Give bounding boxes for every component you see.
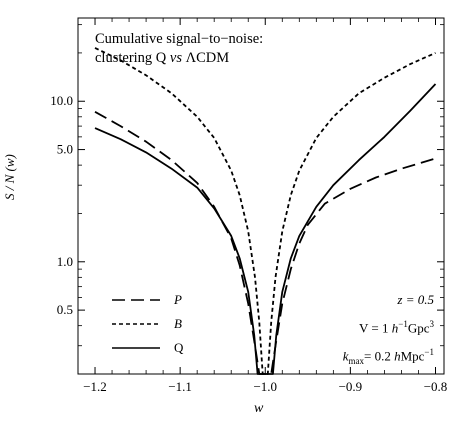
legend-item-p: P xyxy=(112,288,183,312)
axis-ticks: −1.2 −1.1 −1.0 −0.9 −0.8 0.5 1.0 5.0 10.0 xyxy=(50,18,447,394)
legend-swatch-b xyxy=(112,323,160,325)
legend: P B Q xyxy=(112,288,183,360)
kmax-unit: Mpc xyxy=(400,348,425,364)
kmax-mid: = 0.2 xyxy=(363,348,395,364)
kmax-exp: −1 xyxy=(424,347,434,358)
title-line2-pre: clustering Q xyxy=(95,50,170,66)
volume-unit: Gpc xyxy=(407,320,430,336)
title-line2-post: ΛCDM xyxy=(182,50,230,66)
legend-label-b: B xyxy=(174,316,182,331)
kmax-label: kmax= 0.2 hMpc−1 xyxy=(343,340,434,373)
x-tick-label-1: −1.1 xyxy=(168,379,192,394)
chart-title: Cumulative signal−to−noise: clustering Q… xyxy=(95,30,263,68)
y-tick-label-3: 10.0 xyxy=(50,93,73,108)
redshift-label: z = 0.5 xyxy=(343,288,434,312)
kmax-k: k xyxy=(342,348,349,364)
series-line-q xyxy=(94,83,437,375)
legend-label-q: Q xyxy=(174,340,184,355)
title-line2: clustering Q vs ΛCDM xyxy=(95,49,263,68)
y-tick-label-0: 0.5 xyxy=(57,302,73,317)
y-tick-label-1: 1.0 xyxy=(57,254,73,269)
redshift-text: z = 0.5 xyxy=(397,292,434,307)
title-line1: Cumulative signal−to−noise: xyxy=(95,31,264,47)
title-line2-em: vs xyxy=(169,50,182,66)
kmax-h: h xyxy=(394,348,401,364)
volume-h: h xyxy=(391,320,399,336)
volume-unit-exp: 3 xyxy=(429,319,435,329)
y-tick-label-2: 5.0 xyxy=(57,142,73,157)
kmax-sub: max xyxy=(348,356,364,367)
x-tick-label-0: −1.2 xyxy=(83,379,107,394)
x-tick-label-3: −0.9 xyxy=(339,379,363,394)
parameter-annotations: z = 0.5 V = 1 h−1Gpc3 kmax= 0.2 hMpc−1 xyxy=(343,288,434,373)
legend-swatch-q xyxy=(112,347,160,349)
x-tick-label-4: −0.8 xyxy=(424,379,448,394)
legend-item-q: Q xyxy=(112,336,183,360)
y-axis-label: S / N (w) xyxy=(2,154,17,200)
x-tick-label-2: −1.0 xyxy=(253,379,277,394)
volume-pre: V = 1 xyxy=(359,320,392,336)
series-group xyxy=(94,47,437,375)
legend-swatch-p xyxy=(112,299,160,301)
volume-label: V = 1 h−1Gpc3 xyxy=(343,312,434,340)
x-axis-label: w xyxy=(254,401,264,416)
legend-item-b: B xyxy=(112,312,183,336)
legend-label-p: P xyxy=(174,292,182,307)
volume-exp: −1 xyxy=(398,319,408,329)
